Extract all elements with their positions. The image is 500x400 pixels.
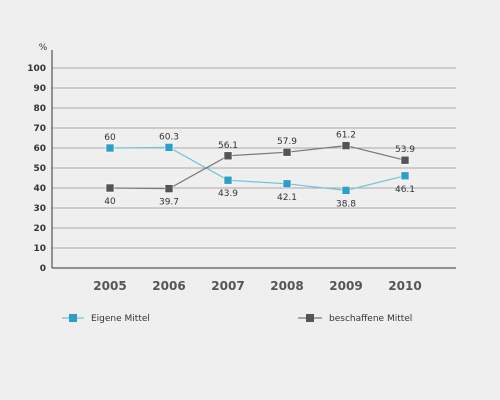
data-label: 60 (104, 133, 116, 143)
data-label: 57.9 (277, 137, 297, 147)
data-point (223, 175, 233, 185)
data-point (164, 184, 174, 193)
legend-label-beschaffene-mittel: beschaffene Mittel (329, 314, 412, 324)
y-tick-label: 60 (33, 144, 46, 154)
data-label: 46.1 (395, 185, 415, 195)
data-point (164, 143, 174, 152)
data-label: 38.8 (336, 199, 356, 209)
data-point (223, 151, 233, 161)
y-tick-label: 30 (33, 204, 46, 214)
data-label: 39.7 (159, 198, 179, 208)
y-tick-label: 100 (27, 64, 46, 74)
series-line-0 (109, 146, 406, 192)
y-axis-ticks: 0 10 20 30 40 50 60 70 80 90 100 (27, 64, 46, 274)
legend: Eigene Mittel beschaffene Mittel (62, 314, 412, 324)
data-labels: 60 60.3 43.9 42.1 38.8 46.1 40 39.7 56.1 57.9 61.2… (104, 131, 415, 210)
x-tick-label: 2007 (211, 279, 244, 293)
data-point (282, 147, 292, 157)
y-tick-label: 90 (33, 84, 46, 94)
data-label: 43.9 (218, 189, 238, 199)
data-label: 56.1 (218, 141, 238, 151)
data-point (341, 141, 351, 150)
x-axis-ticks: 2005 2006 2007 2008 2009 2010 (93, 279, 421, 293)
x-tick-label: 2005 (93, 279, 126, 293)
data-label: 60.3 (159, 132, 179, 142)
data-point (105, 143, 115, 153)
axes (51, 50, 456, 269)
y-tick-label: 40 (33, 184, 46, 194)
data-label: 40 (104, 197, 116, 207)
data-point (400, 155, 410, 165)
x-tick-label: 2008 (270, 279, 303, 293)
legend-marker-beschaffene-mittel (306, 314, 314, 322)
data-label: 53.9 (395, 145, 415, 155)
data-point (400, 171, 410, 181)
data-label: 42.1 (277, 193, 297, 203)
data-point (282, 179, 292, 189)
y-tick-label: 80 (33, 104, 46, 114)
legend-item-eigene-mittel: Eigene Mittel (62, 314, 150, 324)
y-tick-label: 70 (33, 124, 46, 134)
data-label: 61.2 (336, 131, 356, 141)
legend-marker-eigene-mittel (69, 314, 77, 322)
y-tick-label: 50 (33, 164, 46, 174)
legend-item-beschaffene-mittel: beschaffene Mittel (298, 314, 412, 324)
series-lines (109, 144, 406, 192)
data-point (341, 186, 351, 195)
legend-label-eigene-mittel: Eigene Mittel (91, 314, 150, 324)
x-tick-label: 2006 (152, 279, 185, 293)
y-tick-label: 10 (33, 244, 46, 254)
x-tick-label: 2009 (329, 279, 362, 293)
x-tick-label: 2010 (388, 279, 421, 293)
y-tick-label: 20 (33, 224, 46, 234)
data-point (105, 183, 115, 193)
y-axis-unit: % (39, 43, 48, 53)
y-tick-label: 0 (40, 264, 46, 274)
series-line-1 (109, 144, 406, 190)
series-markers (105, 141, 410, 195)
